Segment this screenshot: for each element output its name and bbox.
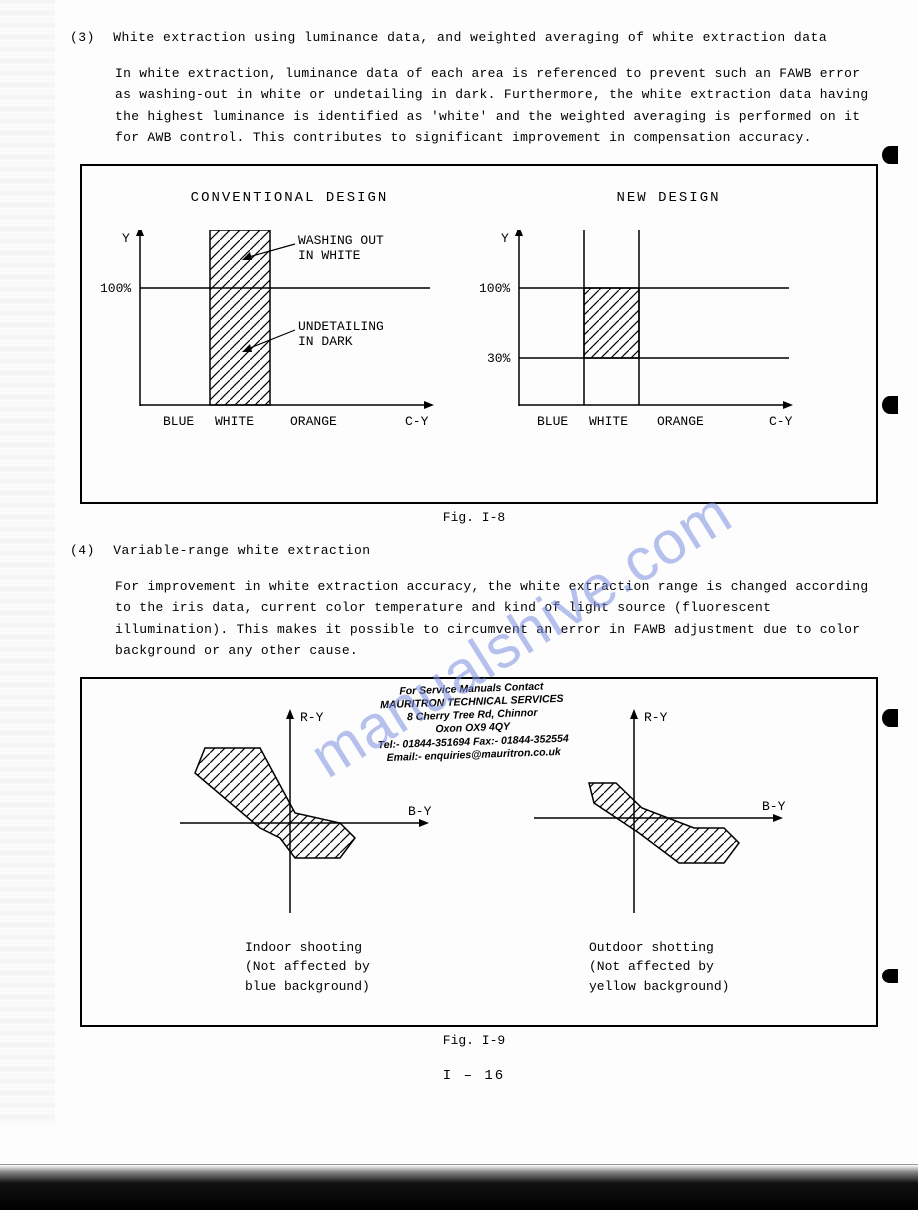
page-number: I – 16: [70, 1068, 878, 1084]
x-tick-label: ORANGE: [290, 414, 337, 429]
caption-line: (Not affected by: [589, 957, 818, 977]
y-axis-label: R-Y: [644, 710, 668, 725]
arrowhead-icon: [419, 819, 429, 827]
fig8-left-chart: CONVENTIONAL DESIGN Y: [100, 190, 479, 435]
caption-line: blue background): [245, 977, 464, 997]
fig9-caption: Fig. I-9: [70, 1033, 878, 1048]
section-4-heading: (4) Variable-range white extraction: [70, 543, 878, 558]
chart-title: NEW DESIGN: [479, 190, 858, 206]
x-axis-label: C-Y: [405, 414, 429, 429]
fig8-right-chart: NEW DESIGN Y C-Y 1: [479, 190, 858, 435]
y-axis-label: Y: [501, 231, 509, 246]
section-number: (3): [70, 30, 95, 45]
fig9-left-chart: R-Y B-Y Indoor shooting (Not affected by…: [140, 703, 464, 997]
x-tick-label: BLUE: [537, 414, 568, 429]
scan-blip: [882, 709, 898, 727]
annot-label: WASHING OUT IN WHITE: [298, 233, 392, 263]
arrowhead-icon: [424, 401, 434, 409]
arrowhead-icon: [515, 230, 523, 236]
fig9-right-svg: R-Y B-Y: [494, 703, 794, 933]
fig9-right-chart: R-Y B-Y Outdoor shotting (Not affected b…: [494, 703, 818, 997]
x-tick-label: WHITE: [215, 414, 254, 429]
fig8-row: CONVENTIONAL DESIGN Y: [100, 190, 858, 435]
arrowhead-icon: [783, 401, 793, 409]
caption-line: yellow background): [589, 977, 818, 997]
y-axis-label: Y: [122, 231, 130, 246]
caption-line: Indoor shooting: [245, 938, 464, 958]
extraction-region: [195, 748, 355, 858]
hatch-region: [584, 288, 639, 358]
figure-i8-box: CONVENTIONAL DESIGN Y: [80, 164, 878, 504]
x-tick-label: BLUE: [163, 414, 194, 429]
fig8-caption: Fig. I-8: [70, 510, 878, 525]
x-axis-label: B-Y: [408, 804, 432, 819]
x-axis-label: B-Y: [762, 799, 786, 814]
arrowhead-icon: [136, 230, 144, 236]
arrowhead-icon: [630, 709, 638, 719]
section-number: (4): [70, 543, 95, 558]
chart-caption-block: Outdoor shotting (Not affected by yellow…: [589, 938, 818, 997]
x-tick-label: ORANGE: [657, 414, 704, 429]
extraction-region: [589, 783, 739, 863]
gridline-label: 30%: [487, 351, 511, 366]
chart-title: CONVENTIONAL DESIGN: [100, 190, 479, 206]
arrowhead-icon: [773, 814, 783, 822]
scan-blip: [882, 146, 898, 164]
scan-edge-artifact: [0, 1164, 918, 1210]
scan-noise: [0, 0, 55, 1124]
arrowhead-icon: [286, 709, 294, 719]
document-page: (3) White extraction using luminance dat…: [0, 0, 918, 1124]
section-4-body: For improvement in white extraction accu…: [115, 576, 878, 662]
section-3-body: In white extraction, luminance data of e…: [115, 63, 878, 149]
section-title: Variable-range white extraction: [113, 543, 370, 558]
y-axis-label: R-Y: [300, 710, 324, 725]
section-3-heading: (3) White extraction using luminance dat…: [70, 30, 878, 45]
hatch-region: [210, 230, 270, 405]
section-title: White extraction using luminance data, a…: [113, 30, 827, 45]
fig8-left-svg: Y C-Y 100% BLUE WHITE ORANGE: [100, 230, 445, 430]
fig9-left-svg: R-Y B-Y: [140, 703, 440, 933]
scan-blip: [882, 396, 898, 414]
fig8-right-svg: Y C-Y 100% 30% BLUE WHITE ORANGE: [479, 230, 809, 430]
x-axis-label: C-Y: [769, 414, 793, 429]
chart-caption-block: Indoor shooting (Not affected by blue ba…: [245, 938, 464, 997]
figure-i9-box: For Service Manuals Contact MAURITRON TE…: [80, 677, 878, 1027]
caption-line: (Not affected by: [245, 957, 464, 977]
annot-label: UNDETAILING IN DARK: [298, 319, 392, 349]
x-tick-label: WHITE: [589, 414, 628, 429]
gridline-label: 100%: [479, 281, 510, 296]
caption-line: Outdoor shotting: [589, 938, 818, 958]
scan-blip: [882, 969, 898, 983]
gridline-label: 100%: [100, 281, 131, 296]
